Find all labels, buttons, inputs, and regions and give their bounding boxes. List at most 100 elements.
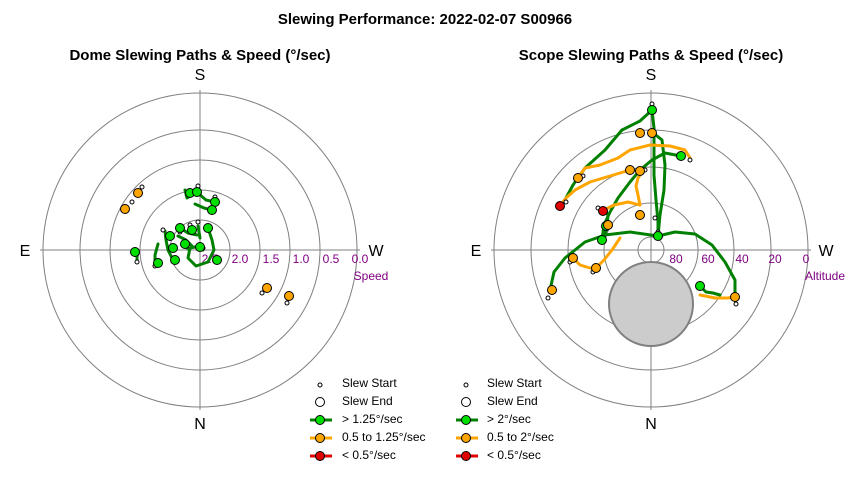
legend-label: 0.5 to 2°/sec: [487, 430, 554, 444]
scope-legend: Slew Start Slew End > 2°/sec 0.5 to 2°/s…: [456, 376, 554, 462]
scope-marks: [545, 101, 740, 307]
legend-fast-marker: [461, 415, 471, 425]
scope-slew-path-fast: [600, 151, 683, 242]
scope-slew-end-point-mid: [568, 253, 578, 263]
legend-label: < 0.5°/sec: [342, 448, 396, 462]
dome-slew-end-point-fast: [192, 187, 202, 197]
scope-slew-path-mid: [634, 170, 644, 207]
dome-slew-path-fast: [196, 224, 202, 240]
dome-legend-fast: > 1.25°/sec: [310, 412, 403, 426]
dome-slew-end-point-mid: [262, 283, 272, 293]
scope-slew-path-fast: [548, 230, 660, 292]
scope-legend-fast: > 2°/sec: [456, 412, 531, 426]
scope-slew-end-point-slow: [598, 206, 608, 216]
scope-slew-start-point: [733, 301, 739, 307]
dome-legend-slow: < 0.5°/sec: [310, 448, 396, 462]
scope-legend-mid: 0.5 to 2°/sec: [456, 430, 554, 444]
dome-slew-end-point-fast: [153, 258, 163, 268]
dome-slew-start-point: [195, 219, 201, 225]
scope-slew-end-point-fast: [653, 231, 663, 241]
dome-slew-start-point: [284, 300, 290, 306]
legend-label: Slew End: [487, 394, 538, 408]
scope-slew-path-fast: [650, 130, 667, 238]
scope-slew-end-point-mid: [647, 128, 657, 138]
dome-legend-start: Slew Start: [317, 376, 397, 390]
scope-slew-path-fast: [656, 230, 737, 299]
scope-slew-end-point-mid: [547, 285, 557, 295]
dome-slew-start-point: [259, 290, 265, 296]
dome-dir-right: W: [368, 243, 384, 260]
dome-legend: Slew Start Slew End > 1.25°/sec 0.5 to 1…: [310, 376, 426, 462]
dome-slew-end-point-fast: [170, 255, 180, 265]
dome-radial-axis-label: Speed: [354, 269, 389, 283]
dome-slew-end-point-fast: [180, 239, 190, 249]
legend-label: > 2°/sec: [487, 412, 531, 426]
dome-slew-end-point-fast: [187, 225, 197, 235]
legend-end-marker: [461, 397, 471, 407]
scope-slew-end-point-mid: [591, 263, 601, 273]
scope-tick-label: 0: [803, 252, 810, 266]
scope-dir-top: S: [646, 67, 657, 84]
dome-slew-end-point-mid: [120, 204, 130, 214]
scope-slew-start-point: [563, 199, 569, 205]
dome-legend-end: Slew End: [315, 394, 393, 408]
scope-slew-end-point-mid: [625, 165, 635, 175]
scope-grid: [491, 90, 811, 410]
legend-slow-marker: [461, 451, 471, 461]
dome-slew-end-point-fast: [207, 205, 217, 215]
dome-dir-left: E: [20, 243, 31, 260]
legend-label: > 1.25°/sec: [342, 412, 403, 426]
legend-label: Slew End: [342, 394, 393, 408]
dome-slew-end-point-fast: [195, 242, 205, 252]
dome-slew-end-point-fast: [168, 243, 178, 253]
dome-tick-label: 1.0: [293, 252, 310, 266]
scope-slew-end-point-fast: [695, 281, 705, 291]
figure-title: Slewing Performance: 2022-02-07 S00966: [278, 11, 572, 28]
scope-chart: Scope Slewing Paths & Speed (°/sec) S N …: [456, 47, 845, 462]
scope-slew-path-mid: [558, 168, 632, 208]
dome-chart: Dome Slewing Paths & Speed (°/sec) S N E…: [20, 47, 426, 462]
dome-tick-label: 1.5: [263, 252, 280, 266]
dome-slew-start-point: [134, 259, 140, 265]
scope-slew-end-point-mid: [635, 128, 645, 138]
legend-slow-marker: [315, 451, 325, 461]
scope-dir-bottom: N: [645, 416, 657, 433]
scope-slew-path-mid: [602, 200, 642, 212]
legend-start-marker: [317, 382, 323, 388]
legend-start-marker: [463, 382, 469, 388]
scope-tick-label: 80: [669, 252, 683, 266]
legend-mid-marker: [315, 433, 325, 443]
scope-slew-start-point: [545, 295, 551, 301]
legend-end-marker: [315, 397, 325, 407]
scope-slew-path-mid: [594, 236, 622, 270]
dome-slew-end-point-fast: [175, 223, 185, 233]
scope-slew-end-point-mid: [603, 220, 613, 230]
scope-slew-end-point-fast: [647, 105, 657, 115]
dome-legend-mid: 0.5 to 1.25°/sec: [310, 430, 426, 444]
scope-slew-end-point-mid: [730, 292, 740, 302]
legend-label: 0.5 to 1.25°/sec: [342, 430, 426, 444]
legend-label: Slew Start: [487, 376, 542, 390]
scope-slew-start-point: [687, 157, 693, 163]
dome-tick-label: 0.0: [352, 252, 369, 266]
scope-slew-end-point-mid: [635, 210, 645, 220]
dome-slew-start-point: [139, 184, 145, 190]
scope-tick-label: 40: [735, 252, 749, 266]
scope-slew-end-point-mid: [635, 166, 645, 176]
scope-legend-start: Slew Start: [463, 376, 542, 390]
scope-slew-end-point-slow: [555, 201, 565, 211]
scope-tick-label: 20: [768, 252, 782, 266]
dome-tick-label: 2.0: [232, 252, 249, 266]
dome-slew-start-point: [160, 227, 166, 233]
dome-slew-end-point-fast: [130, 247, 140, 257]
scope-slew-start-point: [652, 215, 658, 221]
scope-tick-label: 60: [701, 252, 715, 266]
legend-label: Slew Start: [342, 376, 397, 390]
scope-radial-ticks: 80 60 40 20 0 Altitude: [669, 252, 845, 283]
dome-dir-bottom: N: [194, 416, 206, 433]
dome-slew-end-point-fast: [165, 231, 175, 241]
scope-legend-end: Slew End: [461, 394, 538, 408]
moon-disk: [608, 261, 694, 347]
scope-slew-end-point-mid: [573, 173, 583, 183]
